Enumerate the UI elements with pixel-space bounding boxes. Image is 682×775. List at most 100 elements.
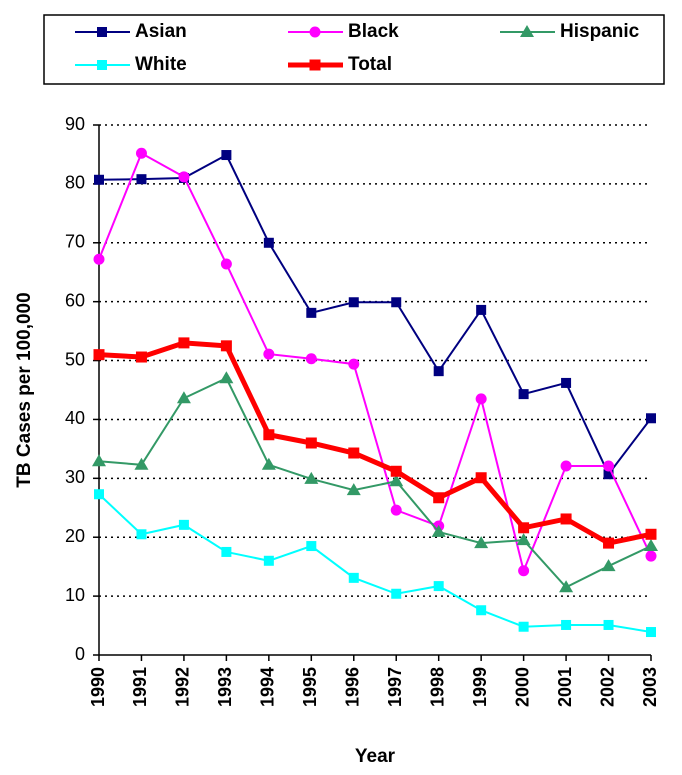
y-axis-label-group: TB Cases per 100,000 bbox=[14, 292, 35, 487]
data-point bbox=[304, 471, 319, 484]
x-tick-label: 1992 bbox=[173, 667, 193, 707]
data-point bbox=[475, 393, 487, 405]
y-tick-label: 30 bbox=[65, 467, 85, 487]
data-point bbox=[561, 377, 572, 388]
x-tick-label: 1998 bbox=[427, 667, 447, 707]
data-point bbox=[476, 304, 487, 315]
data-point bbox=[603, 469, 614, 480]
data-point bbox=[92, 454, 106, 467]
data-point bbox=[220, 258, 232, 270]
data-point bbox=[178, 337, 190, 349]
data-point bbox=[346, 483, 361, 496]
data-point bbox=[390, 465, 402, 477]
data-point bbox=[603, 537, 615, 549]
data-point bbox=[646, 627, 656, 638]
data-point bbox=[348, 447, 360, 459]
data-point bbox=[178, 171, 190, 183]
data-point bbox=[601, 559, 616, 572]
legend-marker bbox=[520, 25, 534, 37]
data-point bbox=[93, 253, 105, 265]
x-tick-label: 2000 bbox=[512, 667, 532, 707]
legend-marker bbox=[309, 59, 321, 71]
data-point bbox=[348, 572, 359, 583]
data-point bbox=[263, 237, 274, 248]
data-point bbox=[220, 340, 232, 352]
data-point bbox=[433, 581, 444, 592]
legend-label: Asian bbox=[135, 21, 187, 42]
data-point bbox=[433, 492, 445, 504]
legend-box bbox=[43, 14, 665, 85]
data-point bbox=[263, 429, 275, 441]
data-point bbox=[516, 533, 531, 546]
x-tick-label: 1996 bbox=[343, 667, 363, 707]
data-point bbox=[391, 297, 402, 308]
series-line bbox=[98, 151, 652, 575]
y-tick-label: 50 bbox=[65, 349, 85, 369]
x-tick-label: 1999 bbox=[470, 667, 490, 707]
data-point bbox=[261, 457, 276, 470]
y-tick-label: 0 bbox=[75, 644, 85, 664]
data-point bbox=[560, 513, 572, 525]
data-point bbox=[518, 389, 529, 400]
x-tick-label: 1993 bbox=[215, 667, 235, 707]
data-point bbox=[135, 351, 147, 363]
data-point bbox=[518, 565, 530, 577]
data-point bbox=[305, 353, 317, 365]
series-line bbox=[98, 153, 652, 477]
y-tick-label: 40 bbox=[65, 408, 85, 428]
data-point bbox=[348, 297, 359, 308]
data-point bbox=[518, 621, 529, 632]
x-tick-label: 2003 bbox=[640, 667, 660, 707]
data-point bbox=[389, 474, 404, 487]
data-point bbox=[136, 174, 147, 185]
legend-marker bbox=[97, 60, 107, 70]
data-point bbox=[476, 605, 487, 616]
data-point bbox=[134, 457, 149, 470]
y-tick-label: 20 bbox=[65, 526, 85, 546]
data-point bbox=[306, 541, 317, 552]
data-point bbox=[474, 536, 489, 549]
data-point bbox=[645, 550, 657, 562]
data-point bbox=[94, 489, 104, 500]
x-axis-label: Year bbox=[355, 746, 396, 767]
legend-label: White bbox=[135, 54, 187, 75]
x-tick-label: 1991 bbox=[130, 667, 150, 707]
data-point bbox=[433, 366, 444, 377]
legend-label: Hispanic bbox=[560, 21, 640, 42]
legend-marker bbox=[97, 27, 107, 37]
data-point bbox=[305, 437, 317, 449]
data-point bbox=[219, 371, 234, 384]
data-point bbox=[94, 174, 104, 185]
x-tick-label: 1997 bbox=[385, 667, 405, 707]
data-point bbox=[646, 413, 656, 424]
y-tick-label: 70 bbox=[65, 232, 85, 252]
data-point bbox=[431, 524, 446, 537]
data-point bbox=[263, 348, 275, 360]
x-tick-label: 1995 bbox=[300, 667, 320, 707]
data-point bbox=[390, 504, 402, 516]
data-point bbox=[391, 588, 402, 599]
x-tick-label: 2002 bbox=[597, 667, 617, 707]
y-tick-label: 10 bbox=[65, 585, 85, 605]
x-tick-label: 1990 bbox=[88, 667, 108, 707]
x-tick-label: 1994 bbox=[258, 667, 278, 707]
data-point bbox=[603, 619, 614, 630]
data-point bbox=[644, 539, 658, 552]
data-point bbox=[306, 307, 317, 318]
data-point bbox=[221, 150, 232, 161]
legend-label: Black bbox=[348, 21, 399, 42]
data-point bbox=[135, 147, 147, 159]
data-point bbox=[176, 391, 191, 404]
y-tick-label: 90 bbox=[65, 114, 85, 134]
data-point bbox=[136, 529, 147, 540]
y-axis-label: TB Cases per 100,000 bbox=[14, 292, 35, 487]
data-point bbox=[518, 522, 530, 534]
y-tick-label: 80 bbox=[65, 173, 85, 193]
data-point bbox=[603, 460, 615, 472]
series-line bbox=[98, 376, 652, 589]
series-line bbox=[98, 493, 652, 634]
data-point bbox=[263, 555, 274, 566]
data-point bbox=[561, 619, 572, 630]
series-line bbox=[98, 340, 652, 546]
